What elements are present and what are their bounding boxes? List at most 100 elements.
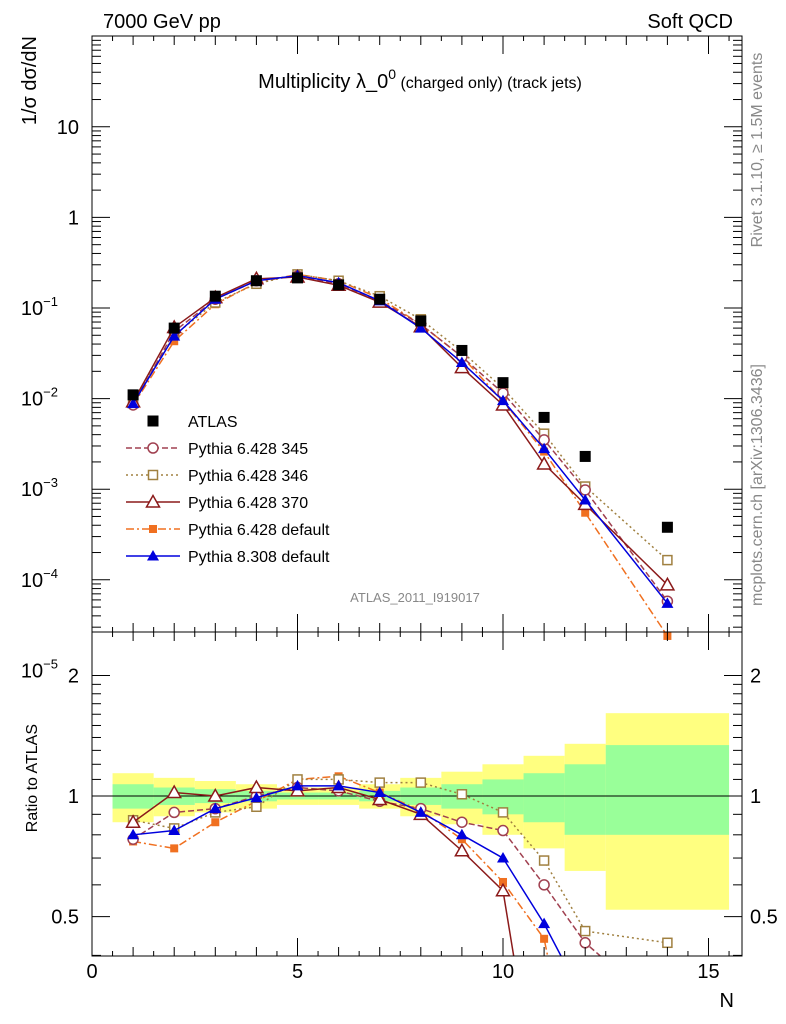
data-point <box>168 806 180 819</box>
data-point <box>414 806 427 817</box>
legend-label: Pythia 6.428 default <box>188 522 330 539</box>
data-point <box>659 576 676 591</box>
data-point <box>497 394 509 406</box>
data-point <box>579 925 591 937</box>
ratio-y-tick-label-right: 1 <box>750 786 761 808</box>
main-y-tick-label: 10−4 <box>21 566 58 592</box>
legend-entry: Pythia 8.308 default <box>126 549 330 566</box>
data-point <box>147 442 159 454</box>
data-point <box>455 356 468 368</box>
tick-exponent: −1 <box>43 294 58 309</box>
data-point <box>538 917 551 929</box>
tick-base: 1 <box>68 207 79 229</box>
ratio-ticks <box>91 632 742 956</box>
data-point <box>374 293 386 305</box>
legend-label: Pythia 6.428 345 <box>188 441 308 458</box>
legend-entry: ATLAS <box>147 414 238 431</box>
data-point <box>147 415 159 427</box>
tick-exponent: −5 <box>43 656 58 671</box>
data-point <box>209 802 222 814</box>
data-point <box>538 442 551 454</box>
data-point <box>540 934 549 943</box>
main-series <box>125 268 676 640</box>
data-point <box>166 784 182 799</box>
data-point <box>211 818 220 827</box>
data-point <box>499 877 507 886</box>
data-point <box>581 508 590 517</box>
data-point <box>332 779 345 791</box>
ratio-frame <box>91 631 743 957</box>
uncertainty-band-green <box>605 745 730 835</box>
data-point <box>662 937 673 949</box>
mcplots-label: mcplots.cern.ch [arXiv:1306.3436] <box>749 364 766 606</box>
data-point <box>456 789 468 800</box>
data-point <box>333 279 345 291</box>
main-y-tick-label: 10−3 <box>21 475 58 501</box>
legend-label: Pythia 6.428 346 <box>188 468 308 485</box>
data-point <box>414 322 427 333</box>
data-point <box>168 322 180 334</box>
x-tick-label: 10 <box>492 961 514 983</box>
main-series-0 <box>127 272 673 533</box>
legend-entry: Pythia 6.428 345 <box>126 441 308 458</box>
ratio-tick-labels: 0.5 0.5 1 1 2 2 0 5 10 15 <box>51 665 778 983</box>
ratio-y-tick-label: 2 <box>68 665 79 687</box>
ratio-y-tick-label-right: 0.5 <box>750 907 778 929</box>
data-point <box>662 554 673 566</box>
main-ticks <box>91 36 742 632</box>
tick-base: 10 <box>21 479 43 501</box>
legend-entry: Pythia 6.428 346 <box>126 468 308 485</box>
series-line <box>133 785 562 956</box>
data-point <box>170 844 179 853</box>
data-point <box>168 330 181 341</box>
main-y-tick-label: 10−2 <box>21 385 58 411</box>
data-point <box>170 337 179 346</box>
data-point <box>536 455 552 470</box>
ratio-series-4 <box>127 779 562 956</box>
data-point <box>497 852 509 863</box>
legend-label: ATLAS <box>188 414 238 431</box>
uncertainty-band-green <box>564 764 606 835</box>
data-point <box>579 450 591 462</box>
x-axis-label: N <box>720 990 734 1012</box>
data-point <box>149 525 157 533</box>
title-sup: 0 <box>388 66 396 82</box>
title-main: Multiplicity λ_0 <box>258 71 388 93</box>
data-point <box>538 411 550 423</box>
data-point <box>456 344 468 356</box>
data-point <box>579 937 591 949</box>
data-point <box>497 377 509 389</box>
data-point <box>209 290 221 302</box>
ratio-y-tick-label-right: 2 <box>750 665 761 687</box>
data-point <box>127 828 140 840</box>
ratio-y-label: Ratio to ATLAS <box>24 724 41 832</box>
data-point <box>454 842 470 857</box>
x-tick-label: 5 <box>292 961 303 983</box>
legend-label: Pythia 8.308 default <box>188 549 330 566</box>
data-point <box>371 791 388 806</box>
main-frame <box>91 35 743 633</box>
legend-entry: Pythia 6.428 default <box>126 522 330 539</box>
ratio-y-tick-label: 1 <box>68 786 79 808</box>
data-point <box>145 493 161 508</box>
data-point <box>497 807 509 818</box>
data-point <box>374 777 385 788</box>
data-point <box>415 315 427 327</box>
data-point <box>168 824 181 836</box>
data-point <box>495 882 511 897</box>
ratio-series <box>125 772 673 956</box>
legend-label: Pythia 6.428 370 <box>188 495 308 512</box>
analysis-watermark: ATLAS_2011_I919017 <box>350 590 480 605</box>
data-point <box>373 786 386 798</box>
uncertainty-band-green <box>523 773 565 823</box>
legend-entry: Pythia 6.428 370 <box>126 493 308 512</box>
data-point <box>579 493 592 505</box>
tick-base: 10 <box>57 117 79 139</box>
data-point <box>127 397 140 409</box>
ratio-panel: 0.5 0.5 1 1 2 2 0 5 10 15 Ratio to ATLAS N <box>24 631 778 1012</box>
data-point <box>125 814 141 828</box>
data-point <box>455 828 468 840</box>
tick-base: 10 <box>21 660 43 682</box>
